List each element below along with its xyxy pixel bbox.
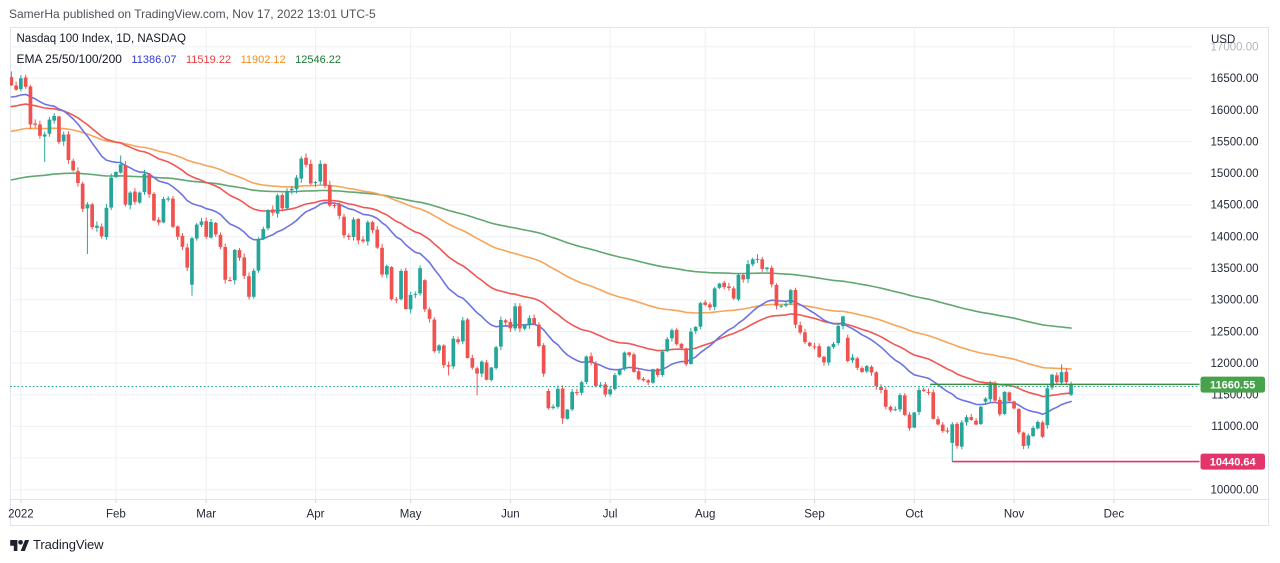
svg-text:14500.00: 14500.00	[1211, 200, 1259, 212]
svg-text:May: May	[400, 509, 422, 521]
svg-text:Jun: Jun	[501, 509, 520, 521]
svg-text:Nov: Nov	[1004, 509, 1025, 521]
svg-text:Jul: Jul	[603, 509, 618, 521]
svg-text:10440.64: 10440.64	[1210, 457, 1257, 469]
svg-text:16000.00: 16000.00	[1211, 105, 1259, 117]
svg-text:13500.00: 13500.00	[1211, 263, 1259, 275]
svg-text:15500.00: 15500.00	[1211, 136, 1259, 148]
svg-text:Feb: Feb	[106, 509, 126, 521]
svg-text:11660.55: 11660.55	[1210, 380, 1255, 392]
svg-text:10000.00: 10000.00	[1211, 485, 1259, 497]
svg-text:13000.00: 13000.00	[1211, 295, 1259, 307]
svg-text:Sep: Sep	[804, 509, 824, 521]
svg-text:14000.00: 14000.00	[1211, 231, 1259, 243]
svg-text:USD: USD	[1211, 34, 1235, 46]
svg-text:15000.00: 15000.00	[1211, 168, 1259, 180]
svg-text:Dec: Dec	[1104, 509, 1125, 521]
svg-text:Aug: Aug	[695, 509, 715, 521]
svg-text:Oct: Oct	[905, 509, 924, 521]
svg-text:2022: 2022	[8, 509, 34, 521]
svg-text:12000.00: 12000.00	[1211, 358, 1259, 370]
svg-text:16500.00: 16500.00	[1211, 73, 1259, 85]
svg-text:17000.00: 17000.00	[1211, 42, 1259, 54]
svg-text:Apr: Apr	[307, 509, 325, 521]
svg-text:12500.00: 12500.00	[1211, 326, 1259, 338]
svg-text:Mar: Mar	[196, 509, 216, 521]
svg-text:11000.00: 11000.00	[1211, 421, 1258, 433]
